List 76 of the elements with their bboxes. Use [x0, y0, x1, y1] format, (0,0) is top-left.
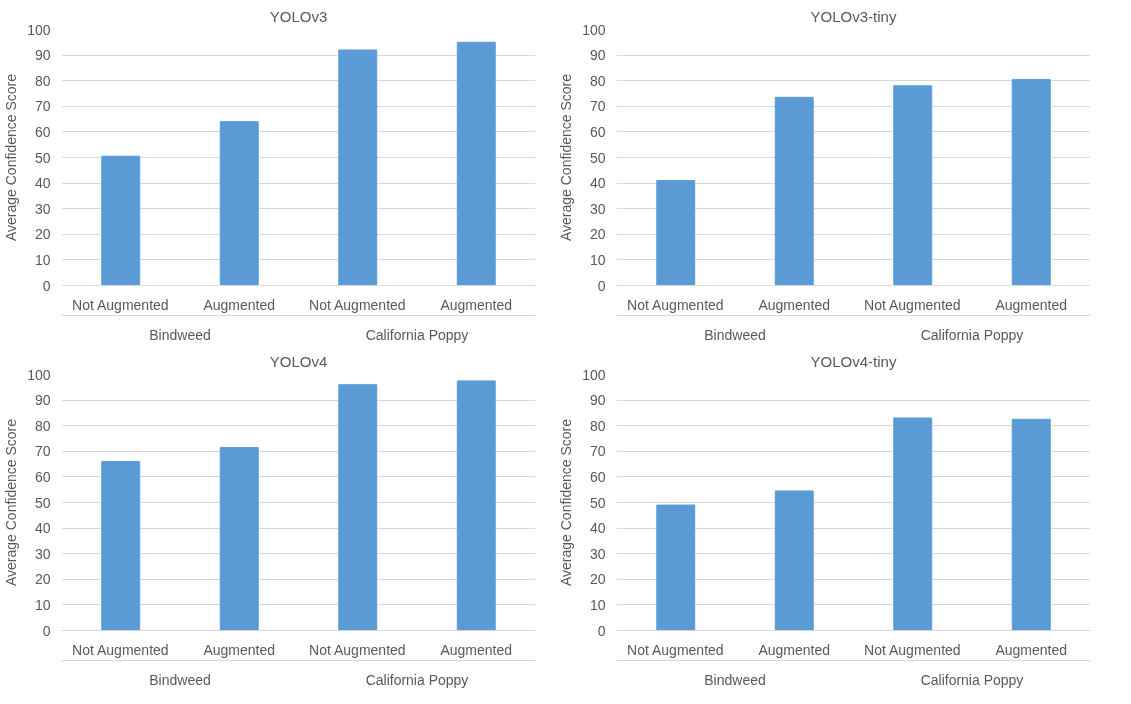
x-tick-label: Augmented [440, 296, 513, 313]
y-tick-label: 90 [589, 392, 606, 409]
y-tick-label: 100 [582, 366, 606, 383]
y-tick-label: 30 [589, 545, 606, 562]
y-tick-label: 0 [597, 277, 606, 294]
y-tick-label: 90 [34, 392, 51, 409]
y-axis-title: Average Confidence Score [558, 73, 575, 242]
x-tick-label: Augmented [995, 296, 1068, 313]
y-tick-label: 0 [597, 622, 606, 639]
y-tick-label: 10 [34, 596, 51, 613]
y-tick-label: 0 [42, 622, 51, 639]
text: California Poppy [920, 326, 1024, 343]
chart-title: YOLOv3-tiny [810, 7, 897, 25]
y-tick-label: 70 [589, 443, 606, 460]
y-tick-label: 30 [34, 200, 51, 217]
x-tick-label: Not Augmented [72, 296, 169, 313]
y-tick-label: 30 [34, 545, 51, 562]
x-tick-label: Augmented [203, 296, 276, 313]
y-tick-label: 60 [34, 123, 51, 140]
text: California Poppy [365, 326, 469, 343]
x-tick-label: Augmented [758, 641, 831, 658]
y-tick-label: 80 [34, 72, 51, 89]
y-tick-label: 10 [589, 251, 606, 268]
text: California Poppy [365, 671, 469, 688]
y-tick-label: 60 [589, 468, 606, 485]
y-tick-label: 90 [34, 47, 51, 64]
x-tick-label: Not Augmented [864, 296, 961, 313]
y-tick-label: 60 [589, 123, 606, 140]
y-tick-label: 20 [589, 571, 606, 588]
y-tick-label: 10 [589, 596, 606, 613]
y-tick-label: 20 [589, 226, 606, 243]
y-axis-title: Average Confidence Score [3, 73, 20, 242]
y-axis-title: Average Confidence Score [558, 418, 575, 587]
y-tick-label: 80 [34, 417, 51, 434]
y-tick-label: 40 [589, 175, 606, 192]
y-tick-label: 10 [34, 251, 51, 268]
y-tick-label: 80 [589, 417, 606, 434]
y-tick-label: 50 [34, 149, 51, 166]
x-tick-label: Not Augmented [72, 641, 169, 658]
y-tick-label: 100 [27, 366, 51, 383]
chart-title: YOLOv4-tiny [810, 352, 897, 370]
chart-title: YOLOv4 [269, 352, 328, 370]
y-tick-label: 70 [589, 98, 606, 115]
x-tick-label: Augmented [440, 641, 513, 658]
text: Bindweed [704, 326, 766, 343]
text: Bindweed [704, 671, 766, 688]
y-tick-label: 20 [34, 571, 51, 588]
y-tick-label: 40 [34, 175, 51, 192]
x-tick-label: Augmented [758, 296, 831, 313]
y-tick-label: 50 [589, 494, 606, 511]
y-tick-label: 80 [589, 72, 606, 89]
y-tick-label: 30 [589, 200, 606, 217]
y-tick-label: 50 [34, 494, 51, 511]
y-tick-label: 100 [27, 21, 51, 38]
y-tick-label: 100 [582, 21, 606, 38]
x-tick-label: Not Augmented [627, 641, 724, 658]
chart-title: YOLOv3 [269, 7, 328, 25]
x-tick-label: Not Augmented [627, 296, 724, 313]
text: Bindweed [149, 671, 211, 688]
y-axis-title: Average Confidence Score [3, 418, 20, 587]
y-tick-label: 90 [589, 47, 606, 64]
y-tick-label: 0 [42, 277, 51, 294]
y-tick-label: 40 [34, 520, 51, 537]
y-tick-label: 70 [34, 98, 51, 115]
y-tick-label: 50 [589, 149, 606, 166]
x-tick-label: Not Augmented [864, 641, 961, 658]
y-tick-label: 40 [589, 520, 606, 537]
y-tick-label: 60 [34, 468, 51, 485]
x-tick-label: Augmented [995, 641, 1068, 658]
x-tick-label: Not Augmented [309, 296, 406, 313]
x-tick-label: Not Augmented [309, 641, 406, 658]
x-tick-label: Augmented [203, 641, 276, 658]
text: Bindweed [149, 326, 211, 343]
text: California Poppy [920, 671, 1024, 688]
y-tick-label: 20 [34, 226, 51, 243]
y-tick-label: 70 [34, 443, 51, 460]
